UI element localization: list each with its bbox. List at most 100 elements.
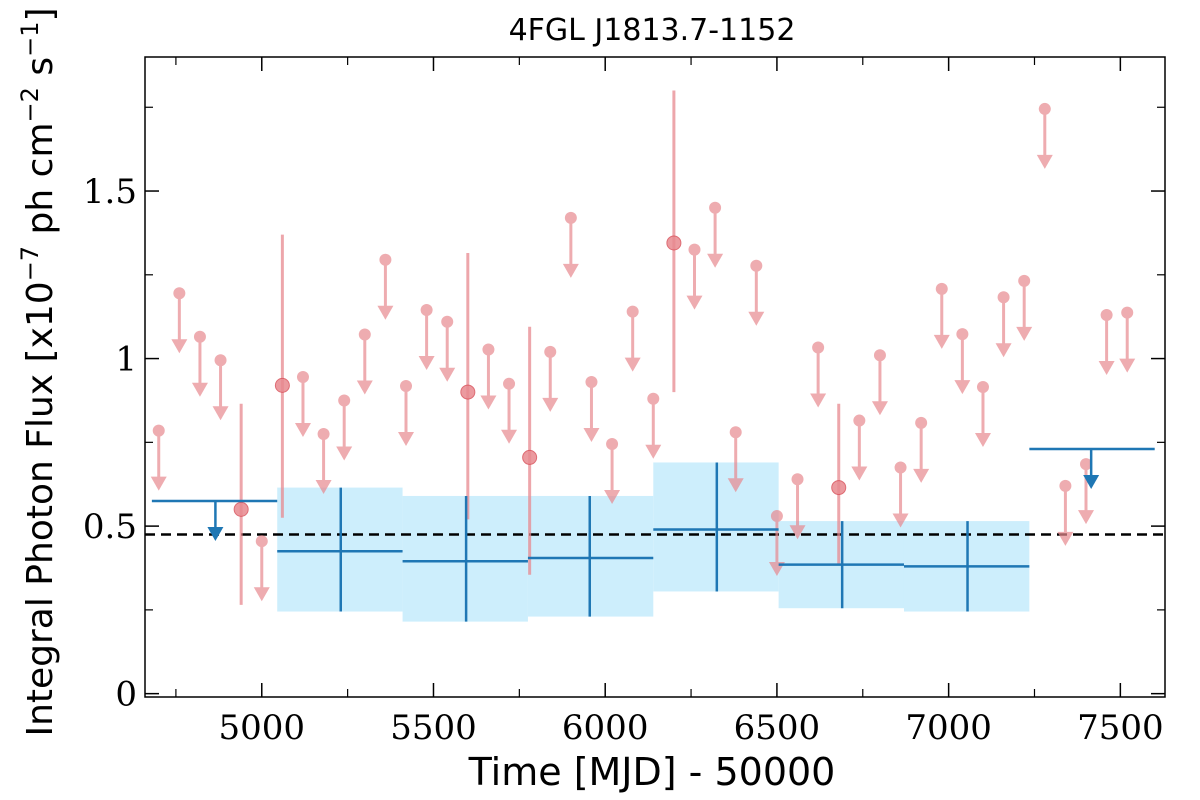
upper-limit-marker	[729, 426, 742, 439]
upper-limit-point	[336, 394, 353, 461]
upper-limit-marker	[997, 291, 1010, 304]
upper-limit-marker	[400, 380, 413, 393]
detection-marker	[666, 235, 682, 251]
upper-limit-arrow	[1016, 326, 1033, 341]
upper-limit-point	[686, 243, 703, 310]
y-label-exp2: −2	[16, 87, 44, 122]
upper-limit-marker	[1038, 102, 1051, 115]
upper-limit-point	[645, 392, 662, 459]
upper-limit-point	[1119, 306, 1136, 373]
upper-limit-arrow	[377, 305, 394, 320]
upper-limit-marker	[214, 354, 227, 367]
upper-limit-point	[1098, 309, 1115, 376]
x-tick-labels: 5000 5500 6000 6500 7000 7500	[219, 708, 1164, 748]
upper-limit-point	[1016, 274, 1033, 341]
upper-limit-marker	[420, 303, 433, 316]
short-bin-detections	[233, 90, 847, 605]
upper-limit-arrow	[418, 355, 435, 370]
x-axis-label: Time [MJD] - 50000	[468, 750, 836, 794]
upper-limit-arrow	[892, 513, 909, 528]
upper-limit-point	[995, 291, 1012, 358]
upper-limit-point	[707, 201, 724, 268]
upper-limit-arrow	[789, 525, 806, 540]
long-bin-point	[527, 495, 654, 617]
upper-limit-marker	[193, 330, 206, 343]
upper-limit-arrow	[933, 334, 950, 349]
y-axis-label: Integral Photon Flux [x10−7 ph cm−2 s−1]	[16, 7, 61, 736]
axis-ticks	[145, 57, 1165, 697]
long-bin-upper-limits	[151, 447, 1155, 541]
detection-point	[274, 234, 290, 518]
y-label-mid2: s	[20, 57, 61, 87]
upper-limit-arrow	[212, 406, 229, 421]
upper-limit-point	[150, 424, 167, 491]
upper-limit-arrow	[727, 478, 744, 493]
upper-limit-arrow	[253, 587, 270, 602]
upper-limit-marker	[564, 211, 577, 224]
upper-limit-point	[974, 381, 991, 448]
upper-limit-arrow	[356, 380, 373, 395]
upper-limit-arrow	[171, 339, 188, 354]
detection-point	[460, 253, 476, 520]
upper-limit-point	[583, 376, 600, 443]
upper-limit-marker	[606, 438, 619, 451]
long-bin-point	[778, 521, 904, 609]
upper-limit-marker	[956, 328, 969, 341]
upper-limit-point	[1057, 479, 1074, 546]
upper-limit-marker	[873, 349, 886, 362]
upper-limit-marker	[441, 315, 454, 328]
upper-limit-marker	[894, 461, 907, 474]
upper-limit-point	[501, 377, 518, 444]
long-bin-point	[653, 462, 779, 592]
upper-limit-arrow	[1036, 154, 1053, 169]
upper-limit-point	[294, 371, 311, 437]
long-bin-upper-limit	[1029, 447, 1155, 490]
y-tick-labels: 0 0.5 1 1.5	[83, 172, 137, 715]
upper-limit-arrow	[336, 446, 353, 461]
upper-limit-marker	[1121, 306, 1134, 319]
long-bin-point	[277, 487, 403, 612]
upper-limit-marker	[853, 414, 866, 427]
upper-limit-marker	[482, 343, 495, 356]
upper-limit-marker	[296, 371, 309, 383]
upper-limit-point	[1036, 102, 1053, 169]
long-bin-detections	[277, 462, 1030, 622]
upper-limit-marker	[626, 305, 639, 318]
upper-limit-point	[191, 330, 208, 397]
short-bin-upper-limits	[150, 102, 1136, 602]
upper-limit-marker	[544, 345, 557, 358]
upper-limit-marker	[791, 473, 804, 486]
x-tick-label: 5000	[219, 708, 306, 748]
x-tick-label: 6000	[562, 708, 649, 748]
upper-limit-arrow	[748, 311, 765, 326]
upper-limit-marker	[1059, 479, 1072, 492]
upper-limit-marker	[709, 201, 722, 214]
upper-limit-point	[398, 380, 415, 447]
upper-limit-arrow	[707, 253, 724, 268]
y-label-end: ]	[20, 7, 61, 21]
y-label-exp1: −7	[16, 246, 44, 281]
upper-limit-arrow	[954, 380, 971, 395]
upper-limit-marker	[585, 376, 598, 389]
upper-limit-marker	[152, 424, 165, 437]
x-tick-label: 6500	[734, 708, 821, 748]
upper-limit-marker	[317, 427, 330, 440]
chart-title: 4FGL J1813.7-1152	[509, 13, 796, 48]
upper-limit-arrow	[583, 428, 600, 443]
plot-frame	[144, 56, 1166, 698]
upper-limit-marker	[173, 287, 186, 300]
upper-limit-point	[418, 303, 435, 370]
upper-limit-arrow	[542, 397, 559, 412]
upper-limit-arrow	[398, 432, 415, 447]
upper-limit-point	[871, 349, 888, 416]
upper-limit-arrow	[1057, 531, 1074, 546]
upper-limit-arrow	[851, 466, 868, 481]
long-bin-ul-arrow	[1083, 475, 1100, 490]
detection-point	[233, 403, 249, 605]
y-tick-label: 1	[115, 340, 137, 380]
detection-point	[522, 326, 538, 575]
upper-limit-arrow	[150, 476, 167, 491]
upper-limit-marker	[976, 381, 989, 394]
upper-limit-arrow	[974, 433, 991, 448]
